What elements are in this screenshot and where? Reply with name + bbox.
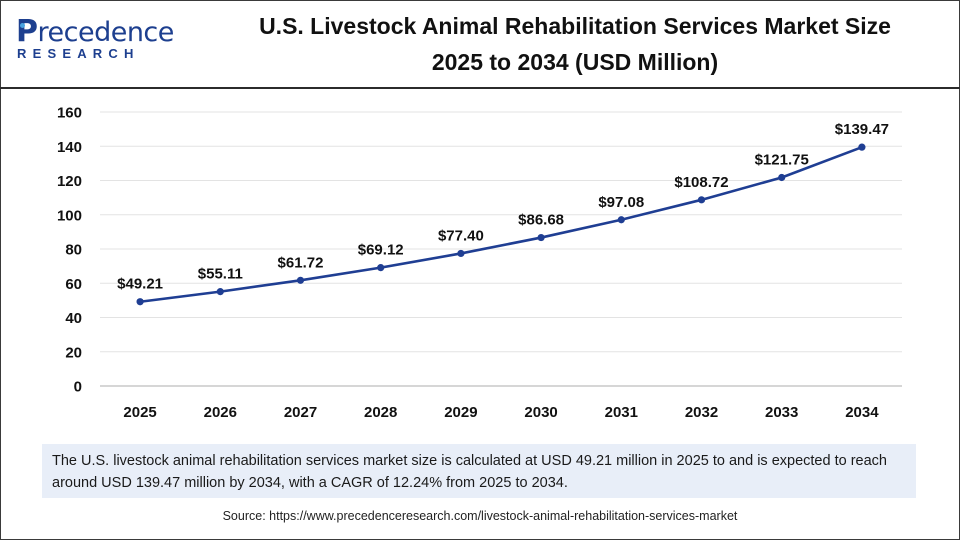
logo-name: recedence bbox=[37, 17, 175, 48]
caption-text: The U.S. livestock animal rehabilitation… bbox=[52, 453, 887, 491]
data-point bbox=[457, 249, 465, 258]
y-tick-label: 120 bbox=[57, 173, 82, 190]
y-tick-label: 60 bbox=[65, 276, 82, 293]
x-tick-label: 2026 bbox=[204, 404, 237, 421]
y-tick-label: 20 bbox=[65, 344, 82, 361]
data-point bbox=[778, 173, 786, 182]
data-label: $97.08 bbox=[598, 194, 644, 211]
header: Precedence RESEARCH U.S. Livestock Anima… bbox=[0, 0, 960, 88]
source-text: Source: https://www.precedenceresearch.c… bbox=[222, 509, 738, 523]
y-tick-label: 0 bbox=[74, 379, 82, 396]
x-tick-label: 2025 bbox=[123, 404, 156, 421]
y-tick-label: 100 bbox=[57, 207, 82, 224]
y-tick-label: 140 bbox=[57, 139, 82, 156]
x-tick-label: 2031 bbox=[605, 404, 638, 421]
data-point bbox=[136, 298, 144, 306]
data-label: $121.75 bbox=[755, 152, 809, 169]
line-chart: 0 20 40 60 80 100 120 140 160 2025 2026 2027 2028 202… bbox=[57, 105, 902, 421]
data-label: $108.72 bbox=[674, 174, 728, 191]
logo-wordmark: Precedence bbox=[16, 14, 174, 49]
data-label: $77.40 bbox=[438, 227, 484, 244]
header-divider bbox=[0, 87, 960, 89]
x-tick-label: 2032 bbox=[685, 404, 718, 421]
chart-title-line2: 2025 to 2034 (USD Million) bbox=[431, 49, 719, 75]
data-point bbox=[216, 288, 224, 296]
logo-initial: P bbox=[16, 14, 38, 49]
data-label: $55.11 bbox=[198, 266, 243, 283]
data-label: $49.21 bbox=[117, 276, 163, 293]
chart-title-line1: U.S. Livestock Animal Rehabilitation Ser… bbox=[259, 13, 891, 39]
data-point bbox=[537, 233, 545, 242]
logo-subtitle: RESEARCH bbox=[17, 46, 140, 61]
caption-box: The U.S. livestock animal rehabilitation… bbox=[42, 444, 916, 498]
data-point bbox=[858, 143, 866, 151]
data-point bbox=[377, 264, 385, 272]
x-tick-label: 2029 bbox=[444, 404, 477, 421]
x-tick-label: 2034 bbox=[845, 404, 879, 421]
data-point bbox=[617, 216, 625, 224]
series-line bbox=[139, 145, 863, 304]
x-tick-label: 2028 bbox=[364, 404, 397, 421]
brand-logo: Precedence RESEARCH bbox=[16, 14, 174, 74]
data-label: $139.47 bbox=[835, 121, 889, 138]
logo-dot-icon bbox=[20, 23, 25, 28]
data-label: $86.68 bbox=[518, 212, 564, 229]
data-label: $69.12 bbox=[358, 242, 404, 259]
chart-title: U.S. Livestock Animal Rehabilitation Ser… bbox=[200, 8, 950, 80]
data-point bbox=[697, 196, 706, 204]
x-tick-label: 2033 bbox=[765, 404, 798, 421]
data-point bbox=[296, 276, 305, 284]
x-tick-label: 2027 bbox=[284, 404, 317, 421]
data-label: $61.72 bbox=[278, 254, 324, 271]
x-tick-label: 2030 bbox=[524, 404, 557, 421]
y-tick-label: 80 bbox=[65, 242, 82, 259]
y-tick-label: 40 bbox=[65, 310, 82, 327]
y-tick-label: 160 bbox=[57, 105, 82, 122]
